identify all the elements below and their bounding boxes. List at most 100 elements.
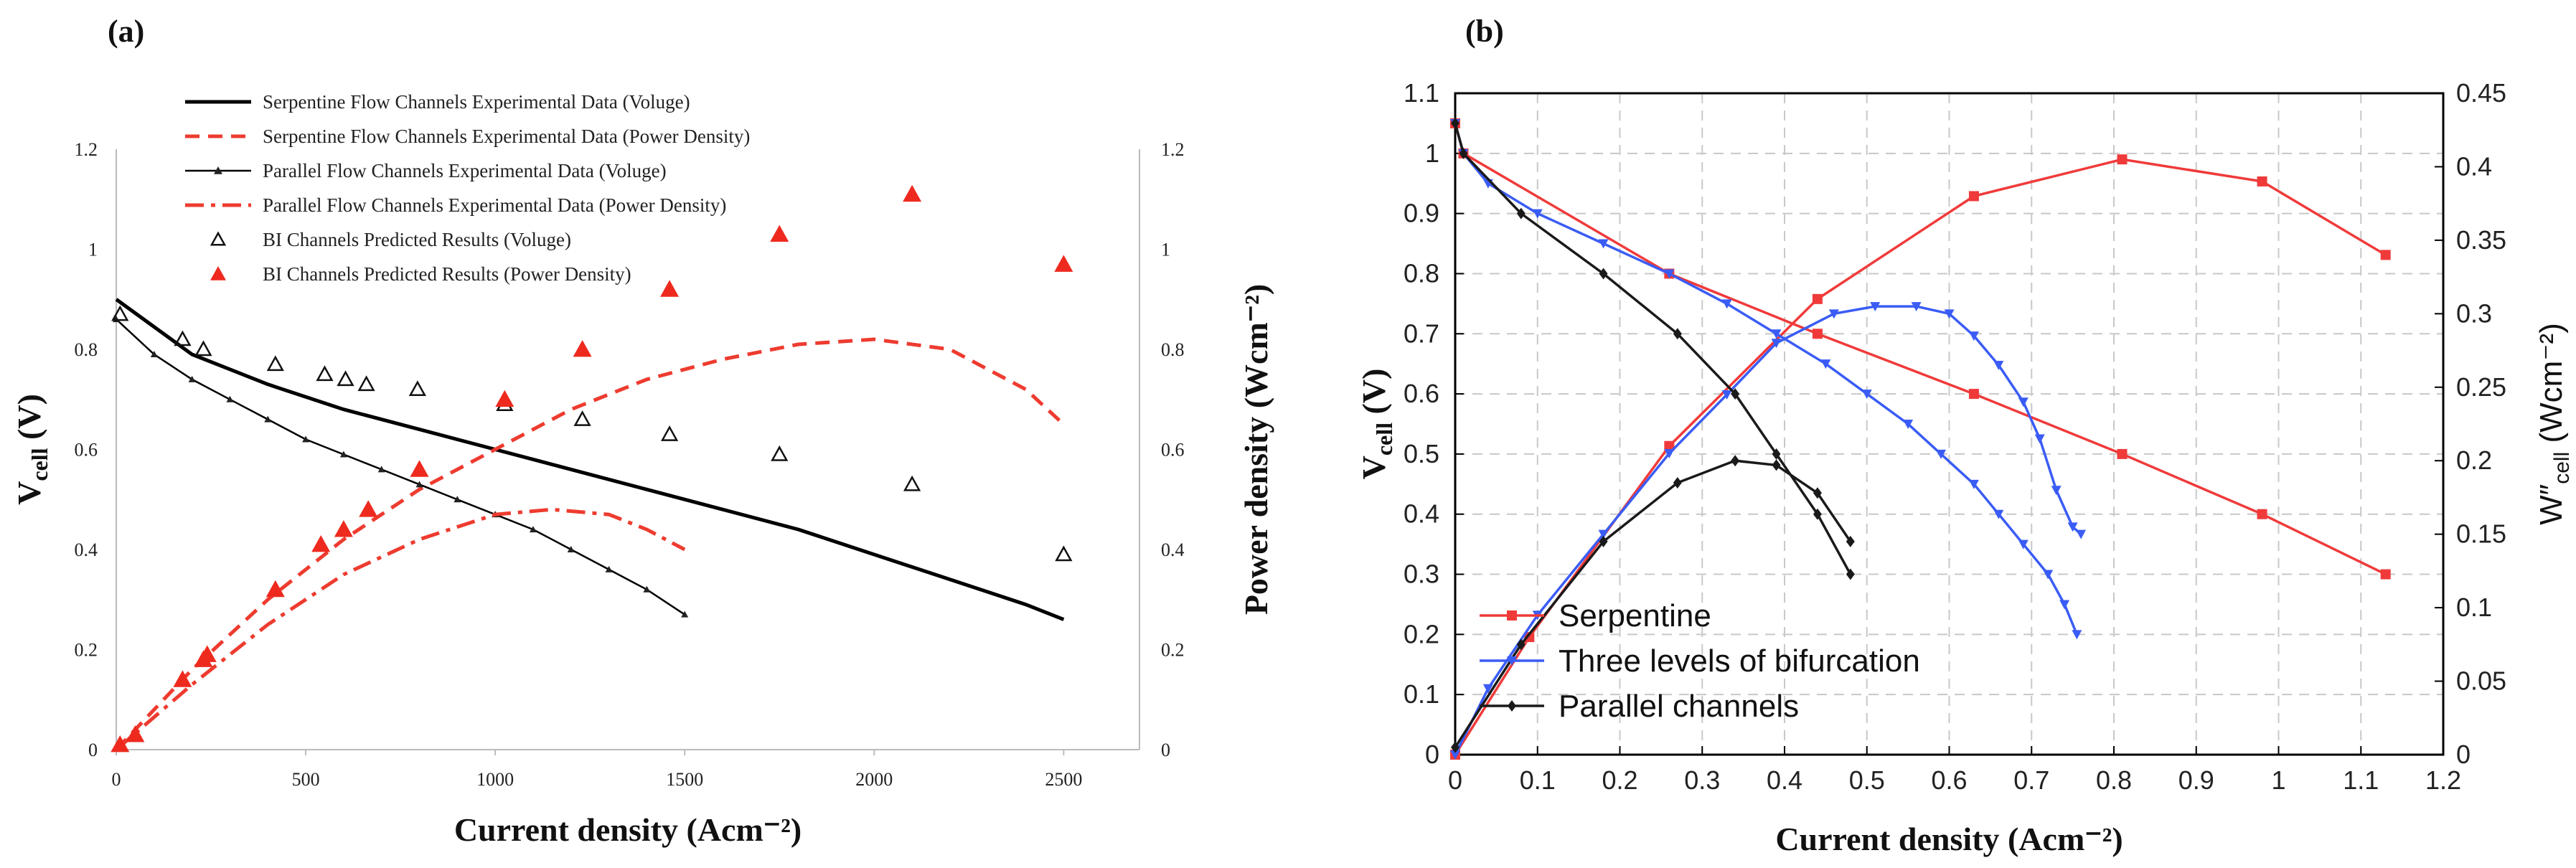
y-tick-label: 1.1 xyxy=(1404,78,1439,108)
series-point xyxy=(1813,508,1822,520)
parallel-power-line xyxy=(115,507,686,751)
parallel-voltage-point xyxy=(377,466,385,473)
series-point xyxy=(1599,535,1608,547)
series-point xyxy=(1903,420,1914,429)
bi-power-point xyxy=(173,670,192,687)
parallel-voltage-point xyxy=(605,565,613,572)
series-point xyxy=(1968,389,1979,400)
series-line xyxy=(1454,123,1852,575)
y2-axis-title: W″cell (Wcm⁻²) xyxy=(2534,323,2574,525)
y-tick-label: 0.6 xyxy=(1404,379,1439,408)
x-tick-label: 0 xyxy=(112,769,121,790)
y-axis-title-sub: cell xyxy=(1371,423,1397,456)
legend-marker-bi-voltage xyxy=(210,231,227,246)
parallel-voltage-point xyxy=(188,375,196,382)
y-axis-title: Vcell (V) xyxy=(1355,369,1397,480)
series-point xyxy=(1936,449,1947,459)
y-tick-label: 0 xyxy=(1425,740,1439,769)
parallel-voltage-point xyxy=(567,546,575,552)
bi-voltage-point xyxy=(266,355,284,372)
x-tick-label: 1500 xyxy=(666,769,703,790)
series-point xyxy=(2117,154,2128,165)
y2-tick-label: 0.6 xyxy=(1161,440,1185,461)
series-group xyxy=(1450,118,2082,640)
panel-a-tag: (a) xyxy=(108,14,144,49)
y-tick-label: 0.5 xyxy=(1404,439,1439,468)
bi-power-point xyxy=(903,184,922,202)
legend-item-b: Parallel channels xyxy=(1480,689,1799,724)
series-point xyxy=(1516,207,1526,220)
y2-tick-label: 0 xyxy=(1161,740,1170,760)
bi-power-point xyxy=(410,460,429,477)
x-axis-title: Current density (Acm⁻²) xyxy=(1775,821,2123,857)
series-point xyxy=(1968,331,1979,341)
legend-label: Parallel channels xyxy=(1559,689,1799,724)
series-point xyxy=(1721,390,1732,400)
y-axis-title-unit: (V) xyxy=(1355,369,1392,423)
y-tick-label: 0.3 xyxy=(1404,560,1439,589)
y-axis-title-sub: cell xyxy=(27,448,52,481)
parallel-voltage-point xyxy=(339,450,347,458)
y2-tick-label: 0.15 xyxy=(2456,519,2506,549)
y-tick-label: 0.9 xyxy=(1404,199,1439,228)
series-point xyxy=(1812,329,1823,339)
legend-item-a: Serpentine Flow Channels Experimental Da… xyxy=(185,126,750,147)
parallel-voltage-point xyxy=(643,585,651,593)
y2-tick-label: 0.35 xyxy=(2456,225,2506,255)
y2-tick-label: 0.45 xyxy=(2456,78,2506,108)
series-point xyxy=(1450,750,1460,760)
y-tick-label: 0.4 xyxy=(1404,499,1439,529)
series-point xyxy=(1772,448,1781,460)
x-tick-label: 500 xyxy=(292,769,320,790)
series-point xyxy=(2257,176,2267,187)
bi-voltage-point xyxy=(771,445,789,461)
series-line xyxy=(1454,123,2079,636)
series-line xyxy=(1454,305,2082,755)
y-axis-title-unit: (V) xyxy=(11,394,47,448)
series-point xyxy=(1813,487,1822,499)
legend-marker xyxy=(1507,656,1517,666)
series-point xyxy=(1673,328,1682,340)
series-point xyxy=(1861,390,1872,400)
series-point xyxy=(2380,250,2391,260)
series-point xyxy=(1664,440,1675,451)
series-point xyxy=(1846,568,1855,580)
series-point xyxy=(2257,509,2267,519)
bi-power-point xyxy=(495,390,514,407)
x-tick-label: 0.6 xyxy=(1931,765,1967,795)
series-point xyxy=(1944,309,1955,319)
x-tick-label: 1.2 xyxy=(2425,765,2461,795)
y-tick-label: 0.1 xyxy=(1404,679,1439,709)
x-tick-label: 0.3 xyxy=(1684,765,1720,795)
panel-b-tag: (b) xyxy=(1465,14,1504,49)
y2-tick-label: 0.4 xyxy=(1161,539,1185,560)
series-group xyxy=(1450,302,2087,760)
y-tick-label: 0.8 xyxy=(1404,258,1439,288)
y2-tick-label: 0 xyxy=(2456,740,2471,769)
bi-power-point xyxy=(311,535,331,552)
y-tick-label: 0.6 xyxy=(75,440,98,461)
series-point xyxy=(1968,479,1979,489)
y-tick-label: 1 xyxy=(88,240,98,260)
series-point xyxy=(1516,638,1526,651)
x-tick-label: 0.2 xyxy=(1602,765,1637,795)
y-tick-label: 0 xyxy=(88,740,98,760)
series-point xyxy=(1820,359,1831,369)
y-tick-label: 0.2 xyxy=(75,640,98,661)
series-point xyxy=(2043,570,2054,580)
series-point xyxy=(1598,239,1609,249)
series-group xyxy=(1451,117,1855,580)
series-point xyxy=(2067,522,2078,532)
series-point xyxy=(1731,388,1740,400)
legend-label: Serpentine Flow Channels Experimental Da… xyxy=(263,91,690,113)
y2-tick-label: 0.4 xyxy=(2456,151,2492,181)
parallel-voltage-point xyxy=(150,350,158,357)
legend-label: Serpentine Flow Channels Experimental Da… xyxy=(263,126,750,147)
legend-item-a: Serpentine Flow Channels Experimental Da… xyxy=(185,91,690,113)
bi-voltage-point xyxy=(111,305,129,321)
series-point xyxy=(1524,632,1535,643)
parallel-voltage-point xyxy=(302,435,310,443)
y-axis-title: Vcell (V) xyxy=(11,394,52,505)
parallel-voltage-point xyxy=(415,481,423,488)
y2-tick-label: 0.2 xyxy=(1161,640,1185,661)
